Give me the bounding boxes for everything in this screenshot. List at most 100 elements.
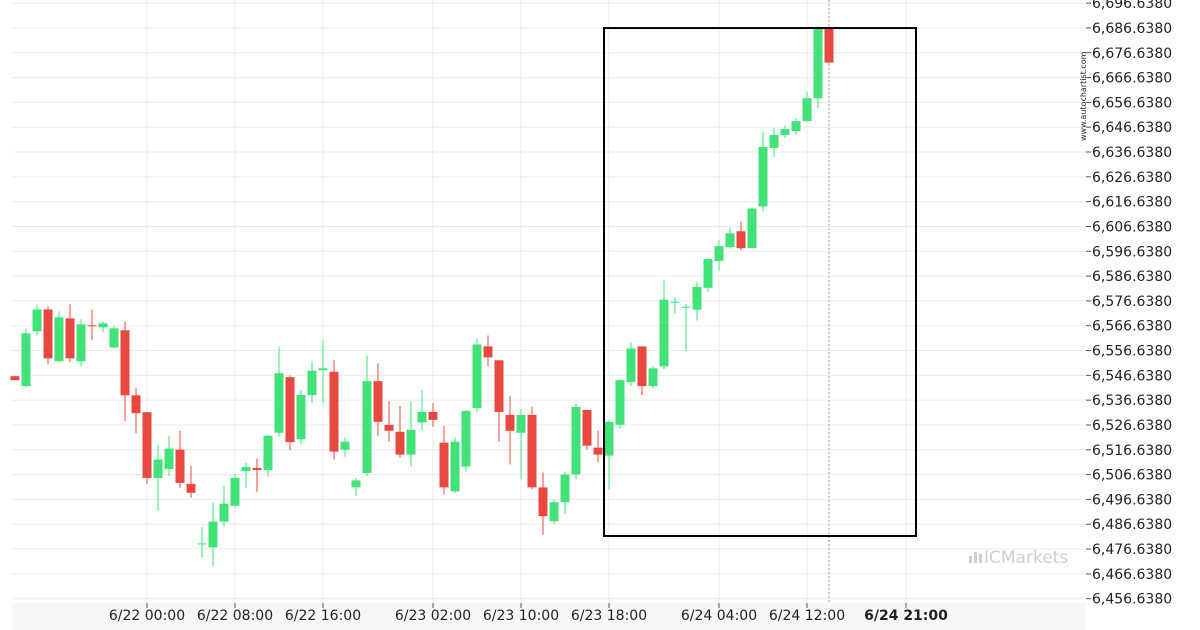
x-tick-label: 6/24 12:00 [769, 608, 845, 624]
y-tick-label: 6,676.6380 [1092, 46, 1172, 62]
x-tick-label: 6/22 08:00 [197, 608, 273, 624]
candle-body-up [681, 306, 691, 308]
x-tick-label: 6/22 00:00 [109, 608, 185, 624]
candle-body-down [142, 412, 152, 478]
candle-body-down [131, 395, 141, 414]
y-tick-label: 6,536.6380 [1092, 393, 1172, 409]
y-tick-label: 6,486.6380 [1092, 517, 1172, 533]
candle-body-up [626, 348, 636, 383]
candle-body-up [362, 381, 372, 473]
candle-body-up [21, 333, 31, 387]
y-tick-label: 6,496.6380 [1092, 492, 1172, 508]
pattern-box [603, 27, 917, 537]
candle-body-down [428, 411, 438, 420]
x-tick-label: 6/23 10:00 [483, 608, 559, 624]
candle-body-up [54, 317, 64, 362]
y-tick-label: 6,666.6380 [1092, 71, 1172, 87]
candle-body-up [659, 299, 669, 367]
candle-body-up [197, 543, 207, 545]
candle-body-down [637, 346, 647, 387]
bars-icon [969, 552, 982, 563]
candle-body-down [65, 318, 75, 359]
y-tick-label: 6,696.6380 [1092, 0, 1172, 12]
brand-name: ICMarkets [984, 548, 1068, 568]
candle-body-down [384, 424, 394, 431]
candle-body-up [604, 421, 614, 456]
x-tick-label: 6/23 18:00 [571, 608, 647, 624]
x-tick-label: 6/24 04:00 [681, 608, 757, 624]
candle-body-down [43, 309, 53, 359]
y-tick-label: 6,476.6380 [1092, 542, 1172, 558]
candle-body-up [340, 441, 350, 450]
candle-body-up [263, 435, 273, 470]
candle-body-up [274, 373, 284, 433]
candle-body-down [10, 376, 20, 381]
candle-body-up [230, 477, 240, 506]
candle-body-down [373, 381, 383, 422]
candles [10, 26, 834, 567]
y-tick-label: 6,556.6380 [1092, 344, 1172, 360]
y-tick-label: 6,656.6380 [1092, 95, 1172, 111]
candle-body-up [318, 368, 328, 371]
candle-body-down [505, 414, 515, 431]
y-tick-label: 6,466.6380 [1092, 567, 1172, 583]
pattern-rectangle [603, 27, 917, 537]
candle-body-up [406, 429, 416, 455]
candle-body-up [98, 323, 108, 328]
y-tick-label: 6,636.6380 [1092, 145, 1172, 161]
candle-body-up [725, 233, 735, 248]
candle-body-down [395, 431, 405, 455]
candle-body-up [615, 380, 625, 425]
candle-body-down [439, 442, 449, 488]
x-tick-label: 6/22 16:00 [285, 608, 361, 624]
candle-body-up [648, 368, 658, 387]
y-axis-ticks: 6,456.6380 6,466.6380 6,476.6380 6,486.6380… [1086, 0, 1172, 608]
x-tick-label: 6/23 02:00 [395, 608, 471, 624]
y-tick-label: 6,646.6380 [1092, 120, 1172, 136]
y-tick-label: 6,516.6380 [1092, 443, 1172, 459]
candle-body-up [296, 395, 306, 440]
candle-body-down [736, 231, 746, 249]
candle-body-up [780, 129, 790, 135]
candle-body-up [219, 503, 229, 522]
candle-body-up [571, 406, 581, 475]
candle-body-up [472, 344, 482, 408]
candle-body-down [824, 28, 834, 63]
y-tick-label: 6,626.6380 [1092, 170, 1172, 186]
candle-body-up [692, 286, 702, 310]
candle-body-up [76, 324, 86, 362]
candle-body-down [87, 325, 97, 327]
candle-body-up [747, 208, 757, 249]
x-axis-band [12, 603, 1086, 630]
candle-body-up [560, 474, 570, 503]
site-watermark: www.autochartist.com [1079, 51, 1088, 141]
candle-body-down [175, 449, 185, 483]
candle-body-up [813, 28, 823, 99]
candle-body-down [186, 483, 196, 493]
candle-body-up [351, 480, 361, 488]
candle-body-up [153, 459, 163, 478]
candle-body-down [329, 371, 339, 452]
candle-body-up [32, 309, 42, 332]
candle-body-up [461, 410, 471, 467]
y-tick-label: 6,606.6380 [1092, 219, 1172, 235]
candle-body-down [538, 487, 548, 517]
y-tick-label: 6,506.6380 [1092, 468, 1172, 484]
y-tick-label: 6,596.6380 [1092, 244, 1172, 260]
y-tick-label: 6,546.6380 [1092, 368, 1172, 384]
candle-body-up [450, 441, 460, 492]
candle-body-down [582, 409, 592, 446]
candle-body-up [516, 414, 526, 433]
candle-body-up [307, 370, 317, 396]
candle-body-up [769, 134, 779, 148]
y-tick-label: 6,686.6380 [1092, 21, 1172, 37]
x-tick-label: 6/24 21:00 [864, 608, 948, 624]
candle-body-up [670, 301, 680, 303]
candle-body-down [527, 414, 537, 488]
candle-body-down [494, 360, 504, 412]
y-tick-label: 6,616.6380 [1092, 195, 1172, 211]
candle-body-down [483, 346, 493, 358]
y-tick-label: 6,586.6380 [1092, 269, 1172, 285]
